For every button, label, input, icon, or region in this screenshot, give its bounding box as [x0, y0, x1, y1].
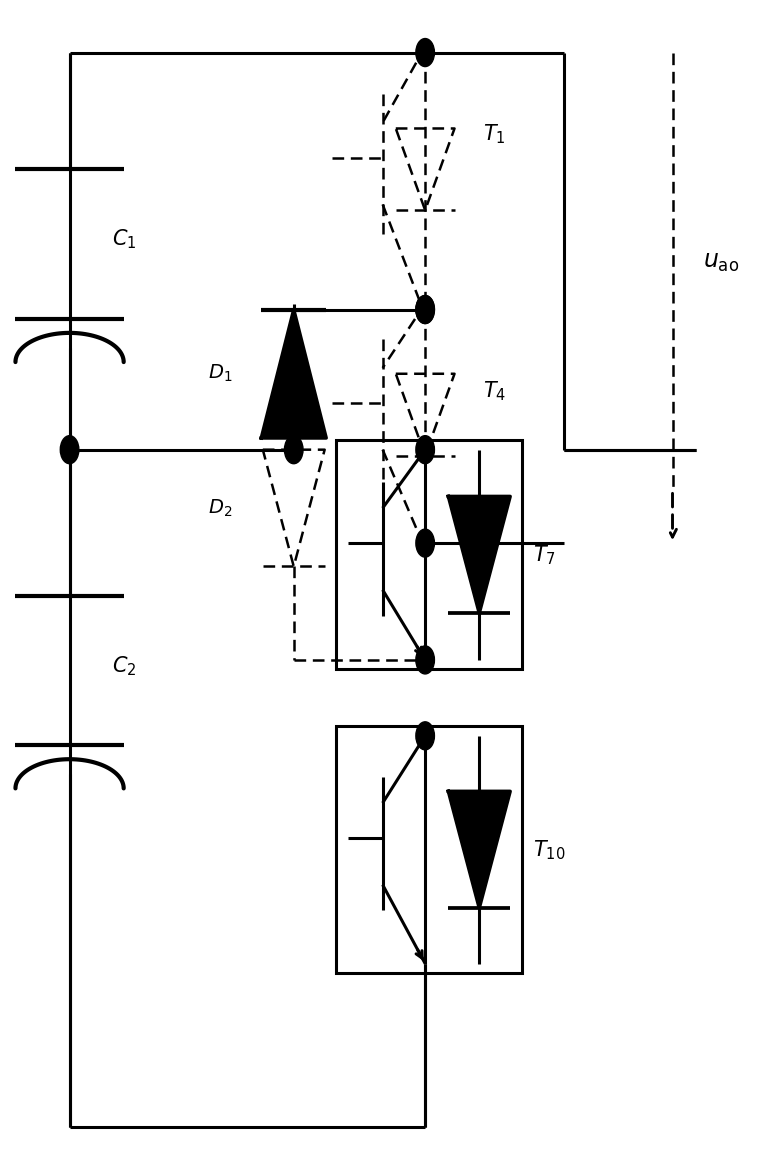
Text: $C_1$: $C_1$	[112, 228, 137, 251]
Text: $T_1$: $T_1$	[483, 123, 506, 146]
Bar	[336, 440, 522, 669]
Text: $u_{\rm ao}$: $u_{\rm ao}$	[703, 251, 740, 274]
Text: $T_{10}$: $T_{10}$	[533, 837, 566, 862]
Circle shape	[416, 39, 434, 67]
Circle shape	[416, 646, 434, 674]
Circle shape	[416, 722, 434, 750]
Circle shape	[284, 436, 303, 464]
Polygon shape	[261, 310, 326, 438]
Circle shape	[416, 296, 434, 324]
Circle shape	[416, 436, 434, 464]
Circle shape	[416, 529, 434, 557]
Text: $T_4$: $T_4$	[483, 380, 506, 403]
Polygon shape	[448, 792, 510, 909]
Text: $T_7$: $T_7$	[533, 543, 557, 566]
Circle shape	[416, 296, 434, 324]
Text: $D_2$: $D_2$	[208, 498, 233, 519]
Text: $C_2$: $C_2$	[112, 654, 137, 677]
Text: $D_1$: $D_1$	[208, 363, 233, 384]
Circle shape	[60, 436, 79, 464]
Polygon shape	[448, 496, 510, 613]
Bar	[336, 726, 522, 973]
